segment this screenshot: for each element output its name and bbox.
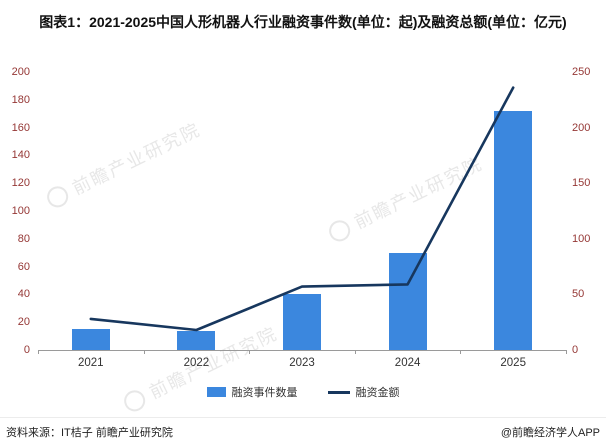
x-axis-tick [354, 350, 356, 354]
left-axis-tick-40: 40 [17, 288, 30, 301]
x-axis-label-2024: 2024 [394, 357, 421, 369]
left-y-axis: 0 20 40 60 80 100 120 140 160 180 200 [0, 66, 30, 356]
right-axis-tick-150: 150 [572, 177, 591, 190]
x-axis-label-2023: 2023 [289, 357, 315, 369]
x-axis-label-2022: 2022 [183, 357, 210, 369]
x-axis-tick [460, 350, 462, 354]
legend-line-label: 融资金额 [355, 387, 400, 399]
legend-bar-label: 融资事件数量 [231, 387, 298, 399]
x-axis-tick [38, 350, 39, 354]
right-axis-tick-100: 100 [572, 232, 591, 245]
plot-area [38, 72, 566, 351]
source-text: 资料来源：IT桔子 前瞻产业研究院 [6, 427, 173, 439]
bar-2023 [283, 294, 321, 350]
legend-item-bar: 融资事件数量 [206, 384, 298, 400]
right-axis-tick-0: 0 [572, 344, 579, 356]
line-swatch-icon [327, 390, 350, 394]
left-axis-tick-160: 160 [11, 121, 30, 134]
bar-2021 [71, 329, 110, 350]
left-axis-tick-80: 80 [17, 232, 30, 245]
left-axis-tick-60: 60 [17, 260, 30, 273]
left-axis-tick-100: 100 [11, 205, 30, 217]
bar-swatch-icon [206, 387, 226, 397]
legend-item-line: 融资金额 [327, 384, 400, 400]
left-axis-tick-180: 180 [11, 93, 30, 106]
right-axis-tick-250: 250 [572, 66, 591, 78]
x-axis-label-2021: 2021 [78, 357, 104, 369]
x-axis-tick [566, 350, 567, 354]
x-axis-tick [143, 350, 145, 354]
bar-2025 [494, 110, 533, 350]
left-axis-tick-140: 140 [11, 149, 30, 162]
footer: 资料来源：IT桔子 前瞻产业研究院 @前瞻经济学人APP [0, 417, 606, 440]
bar-2024 [388, 252, 427, 350]
right-axis-tick-200: 200 [572, 121, 591, 134]
left-axis-tick-200: 200 [11, 66, 30, 78]
credit-text: @前瞻经济学人APP [500, 427, 600, 439]
left-axis-tick-120: 120 [11, 177, 30, 190]
left-axis-tick-0: 0 [23, 344, 30, 356]
x-axis-label-2025: 2025 [500, 357, 526, 369]
line-series [89, 86, 515, 332]
x-axis: 2021 2022 2023 2024 2025 [38, 350, 567, 376]
x-axis-tick [249, 350, 251, 354]
right-y-axis: 0 50 100 150 200 250 [572, 66, 604, 356]
bars-group [38, 72, 566, 350]
left-axis-tick-20: 20 [17, 316, 30, 329]
right-axis-tick-50: 50 [572, 288, 585, 301]
chart-title: 图表1：2021-2025中国人形机器人行业融资事件数(单位：起)及融资总额(单… [39, 14, 567, 30]
bar-2022 [177, 330, 216, 350]
legend: 融资事件数量 融资金额 [0, 384, 606, 400]
